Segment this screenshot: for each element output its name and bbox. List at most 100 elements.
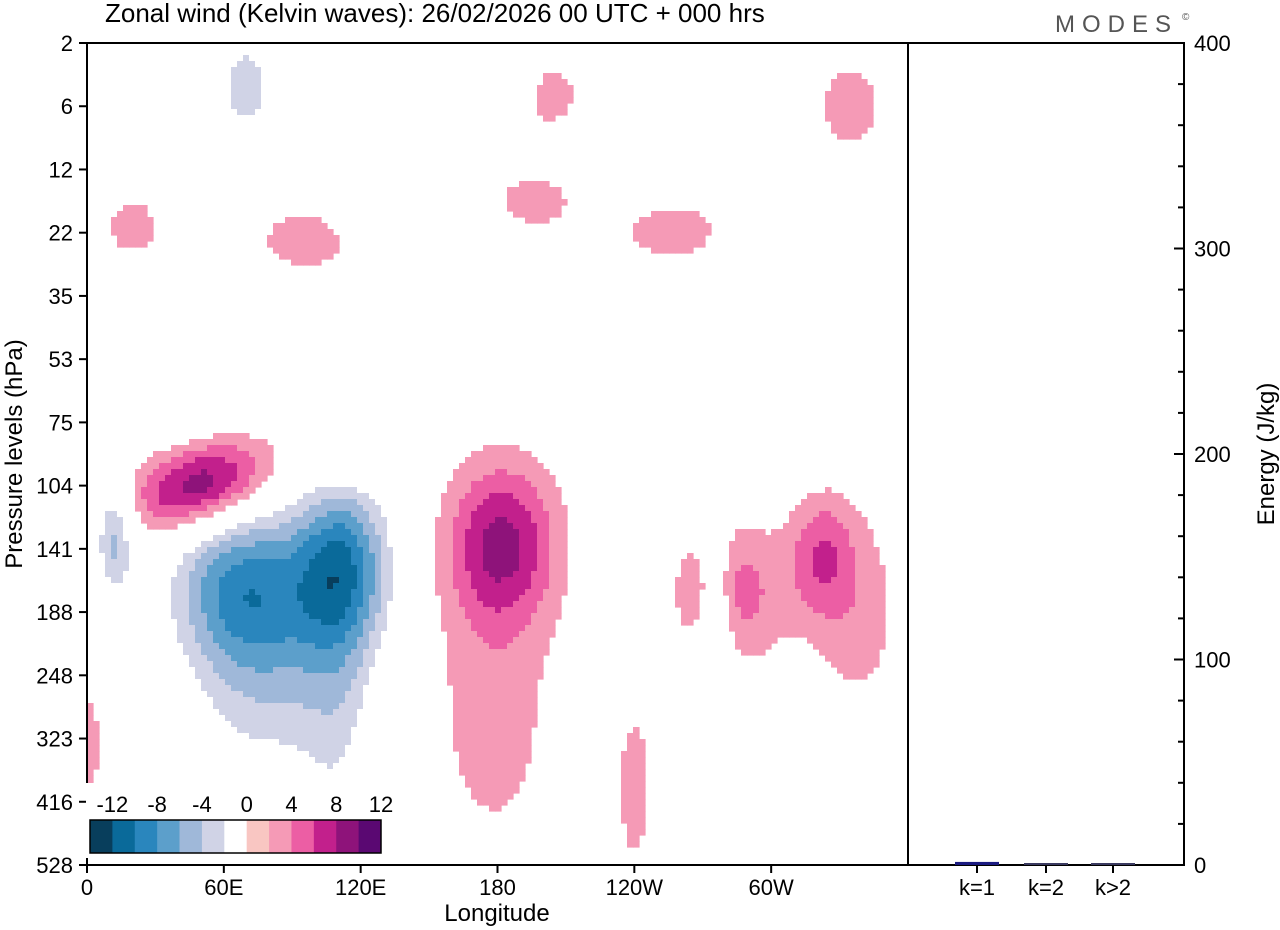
heatmap-cell — [861, 607, 868, 614]
heatmap-cell — [303, 625, 310, 632]
heatmap-cell — [447, 637, 454, 644]
heatmap-cell — [807, 619, 814, 626]
heatmap-cell — [807, 409, 814, 416]
heatmap-cell — [453, 655, 460, 662]
heatmap-cell — [285, 625, 292, 632]
heatmap-cell — [837, 595, 844, 602]
heatmap-cell — [243, 589, 250, 596]
heatmap-cell — [495, 715, 502, 722]
heatmap-cell — [387, 577, 394, 584]
heatmap-cell — [309, 619, 316, 626]
heatmap-cell — [831, 613, 838, 620]
heatmap-cell — [225, 619, 232, 626]
heatmap-cell — [345, 625, 352, 632]
heatmap-cell — [831, 595, 838, 602]
heatmap-cell — [849, 637, 856, 644]
heatmap-cell — [177, 697, 184, 704]
heatmap-cell — [171, 619, 178, 626]
heatmap-cell — [393, 625, 400, 632]
heatmap-cell — [849, 115, 856, 122]
heatmap-cell — [225, 649, 232, 656]
heatmap-cell — [513, 529, 520, 536]
heatmap-cell — [519, 547, 526, 554]
heatmap-cell — [267, 697, 274, 704]
heatmap-cell — [471, 757, 478, 764]
heatmap-cell — [495, 613, 502, 620]
heatmap-cell — [867, 553, 874, 560]
heatmap-cell — [255, 127, 262, 134]
heatmap-cell — [849, 619, 856, 626]
y-tick-label: 75 — [49, 410, 73, 435]
heatmap-cell — [261, 517, 268, 524]
heatmap-cell — [693, 583, 700, 590]
heatmap-cell — [213, 577, 220, 584]
heatmap-cell — [339, 487, 346, 494]
heatmap-cell — [825, 607, 832, 614]
heatmap-cell — [669, 217, 676, 224]
heatmap-cell — [177, 661, 184, 668]
heatmap-cell — [87, 745, 94, 752]
heatmap-cell — [723, 583, 730, 590]
heatmap-cell — [483, 775, 490, 782]
heatmap-cell — [303, 523, 310, 530]
y-tick-label: 6 — [61, 94, 73, 119]
heatmap-cell — [375, 577, 382, 584]
heatmap-cell — [513, 595, 520, 602]
heatmap-cell — [141, 517, 148, 524]
heatmap-cell — [759, 643, 766, 650]
heatmap-cell — [375, 619, 382, 626]
heatmap-cell — [153, 127, 160, 134]
heatmap-cell — [147, 115, 154, 122]
heatmap-cell — [129, 571, 136, 578]
x-tick-label: 120W — [606, 875, 664, 900]
heatmap-cell — [237, 667, 244, 674]
heatmap-cell — [261, 91, 268, 98]
heatmap-cell — [753, 595, 760, 602]
heatmap-cell — [291, 535, 298, 542]
heatmap-cell — [813, 607, 820, 614]
heatmap-cell — [459, 565, 466, 572]
heatmap-cell — [285, 511, 292, 518]
heatmap-cell — [237, 43, 244, 50]
heatmap-cell — [153, 103, 160, 110]
heatmap-cell — [645, 241, 652, 248]
heatmap-cell — [261, 97, 268, 104]
heatmap-cell — [471, 643, 478, 650]
heatmap-cell — [291, 493, 298, 500]
heatmap-cell — [693, 211, 700, 218]
heatmap-cell — [513, 523, 520, 530]
heatmap-cell — [843, 637, 850, 644]
heatmap-cell — [207, 565, 214, 572]
heatmap-cell — [729, 565, 736, 572]
heatmap-cell — [543, 205, 550, 212]
heatmap-cell — [375, 697, 382, 704]
heatmap-cell — [129, 115, 136, 122]
heatmap-cell — [375, 613, 382, 620]
heatmap-cell — [861, 649, 868, 656]
heatmap-cell — [789, 385, 796, 392]
heatmap-cell — [129, 535, 136, 542]
heatmap-cell — [729, 607, 736, 614]
heatmap-cell — [855, 637, 862, 644]
heatmap-cell — [753, 631, 760, 638]
heatmap-cell — [231, 109, 238, 116]
heatmap-cell — [225, 97, 232, 104]
heatmap-cell — [867, 643, 874, 650]
heatmap-cell — [87, 775, 94, 782]
heatmap-cell — [195, 571, 202, 578]
energy-category-label: k=2 — [1028, 875, 1064, 900]
heatmap-cell — [777, 559, 784, 566]
heatmap-cell — [537, 217, 544, 224]
heatmap-cell — [513, 703, 520, 710]
heatmap-cell — [183, 361, 190, 368]
heatmap-cell — [861, 91, 868, 98]
heatmap-cell — [177, 595, 184, 602]
heatmap-cell — [117, 493, 124, 500]
heatmap-cell — [855, 517, 862, 524]
heatmap-cell — [855, 649, 862, 656]
heatmap-cell — [267, 673, 274, 680]
heatmap-cell — [285, 709, 292, 716]
heatmap-cell — [453, 613, 460, 620]
heatmap-cell — [303, 481, 310, 488]
heatmap-cell — [873, 547, 880, 554]
